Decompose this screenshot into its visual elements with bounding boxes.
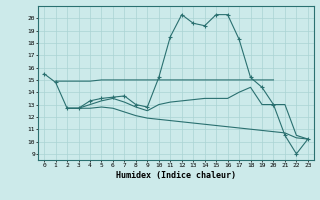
X-axis label: Humidex (Indice chaleur): Humidex (Indice chaleur) (116, 171, 236, 180)
